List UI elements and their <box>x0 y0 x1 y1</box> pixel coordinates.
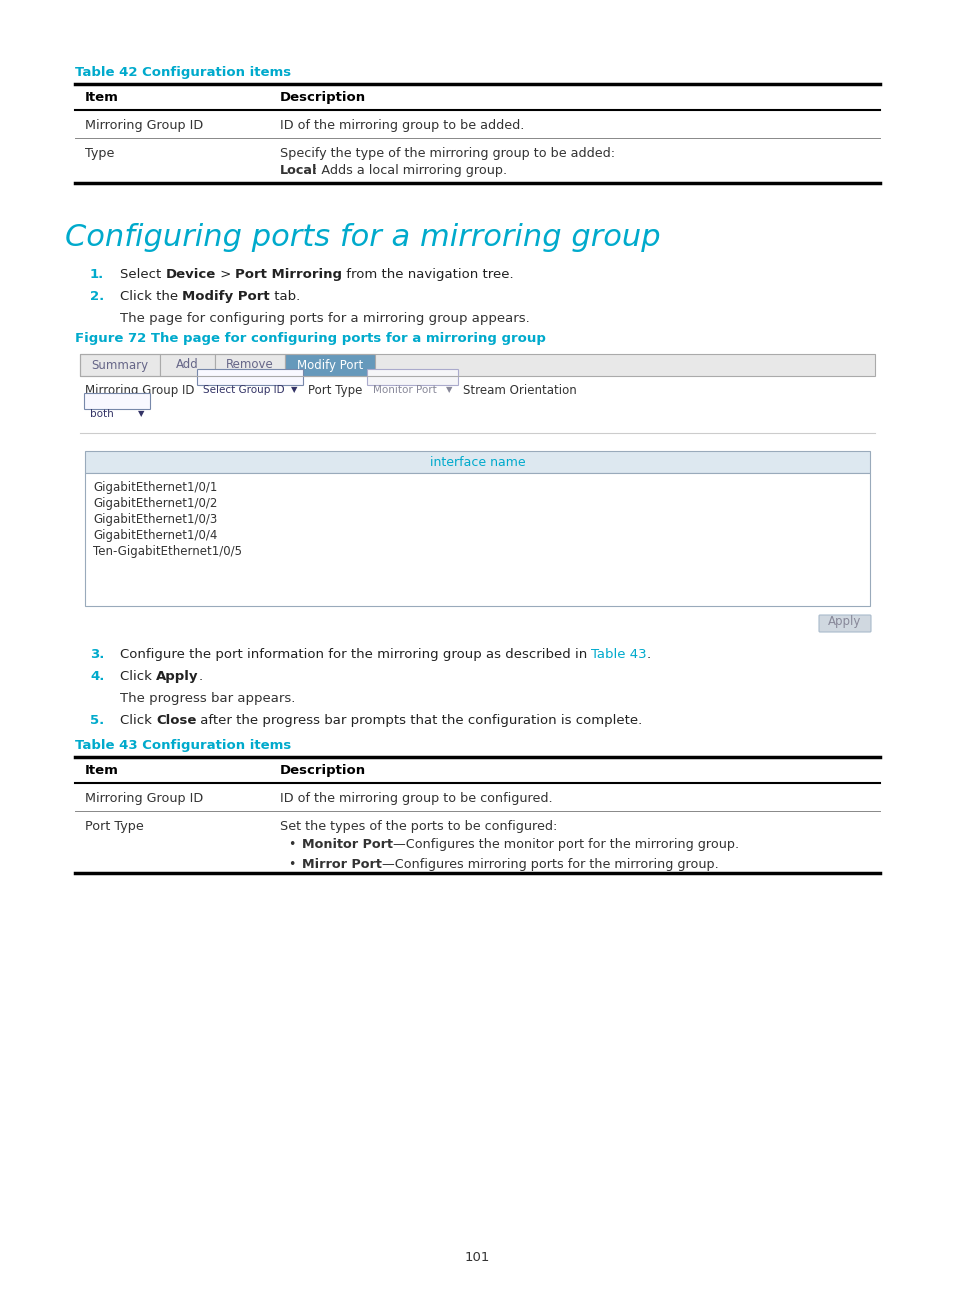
Text: Click: Click <box>120 714 156 727</box>
Text: Modify Port: Modify Port <box>296 359 363 372</box>
Text: GigabitEthernet1/0/4: GigabitEthernet1/0/4 <box>92 529 217 542</box>
Text: Mirroring Group ID: Mirroring Group ID <box>85 119 203 132</box>
Text: 4.: 4. <box>90 670 104 683</box>
Text: Mirroring Group ID: Mirroring Group ID <box>85 384 194 397</box>
Bar <box>160 354 214 376</box>
Bar <box>80 354 160 376</box>
Text: Apply: Apply <box>827 616 861 629</box>
Text: Stream Orientation: Stream Orientation <box>462 384 577 397</box>
Text: ▼: ▼ <box>291 385 297 394</box>
Text: Apply: Apply <box>156 670 198 683</box>
Text: Description: Description <box>280 765 366 778</box>
Text: Figure 72 The page for configuring ports for a mirroring group: Figure 72 The page for configuring ports… <box>75 332 545 345</box>
Bar <box>285 354 375 376</box>
Text: both: both <box>90 410 113 419</box>
Text: Item: Item <box>85 91 119 104</box>
Bar <box>375 354 874 376</box>
Bar <box>85 451 869 473</box>
Text: Mirroring Group ID: Mirroring Group ID <box>85 792 203 805</box>
Text: ID of the mirroring group to be added.: ID of the mirroring group to be added. <box>280 119 524 132</box>
Text: Remove: Remove <box>226 359 274 372</box>
Text: >: > <box>215 268 235 281</box>
Text: Configure the port information for the mirroring group as described in: Configure the port information for the m… <box>120 648 591 661</box>
Bar <box>85 473 869 607</box>
Text: •: • <box>288 839 295 851</box>
Text: Port Type: Port Type <box>308 384 362 397</box>
Text: Port Type: Port Type <box>85 820 144 833</box>
Text: ▼: ▼ <box>138 410 144 419</box>
Text: 1.: 1. <box>90 268 104 281</box>
Text: Local: Local <box>280 165 317 178</box>
Text: Table 42 Configuration items: Table 42 Configuration items <box>75 66 291 79</box>
Text: •: • <box>288 858 295 871</box>
Text: Table 43 Configuration items: Table 43 Configuration items <box>75 739 291 752</box>
FancyBboxPatch shape <box>197 369 303 385</box>
Text: .: . <box>646 648 651 661</box>
Text: interface name: interface name <box>429 455 525 468</box>
Text: —Configures the monitor port for the mirroring group.: —Configures the monitor port for the mir… <box>393 839 739 851</box>
Text: Mirror Port: Mirror Port <box>302 858 381 871</box>
Text: The progress bar appears.: The progress bar appears. <box>120 692 295 705</box>
Text: Item: Item <box>85 765 119 778</box>
Text: tab.: tab. <box>270 290 300 303</box>
FancyBboxPatch shape <box>85 394 151 410</box>
Text: 3.: 3. <box>90 648 104 661</box>
Text: ID of the mirroring group to be configured.: ID of the mirroring group to be configur… <box>280 792 552 805</box>
Text: Set the types of the ports to be configured:: Set the types of the ports to be configu… <box>280 820 557 833</box>
Bar <box>80 354 874 376</box>
Text: Monitor Port: Monitor Port <box>373 385 436 395</box>
FancyBboxPatch shape <box>818 616 870 632</box>
Text: Click the: Click the <box>120 290 182 303</box>
Text: Table 43: Table 43 <box>591 648 646 661</box>
Text: Close: Close <box>156 714 196 727</box>
Text: Description: Description <box>280 91 366 104</box>
Text: .: . <box>198 670 203 683</box>
Text: Summary: Summary <box>91 359 149 372</box>
Text: Type: Type <box>85 146 114 159</box>
Text: GigabitEthernet1/0/3: GigabitEthernet1/0/3 <box>92 513 217 526</box>
Text: Select: Select <box>120 268 165 281</box>
Text: Specify the type of the mirroring group to be added:: Specify the type of the mirroring group … <box>280 146 615 159</box>
Bar <box>214 354 285 376</box>
Text: Modify Port: Modify Port <box>182 290 270 303</box>
Text: Click: Click <box>120 670 156 683</box>
Text: Add: Add <box>176 359 198 372</box>
Text: from the navigation tree.: from the navigation tree. <box>342 268 514 281</box>
Text: —Configures mirroring ports for the mirroring group.: —Configures mirroring ports for the mirr… <box>381 858 718 871</box>
Text: Monitor Port: Monitor Port <box>302 839 393 851</box>
Text: after the progress bar prompts that the configuration is complete.: after the progress bar prompts that the … <box>196 714 642 727</box>
FancyBboxPatch shape <box>367 369 458 385</box>
Text: Configuring ports for a mirroring group: Configuring ports for a mirroring group <box>65 223 659 251</box>
Text: : Adds a local mirroring group.: : Adds a local mirroring group. <box>313 165 507 178</box>
Text: Port Mirroring: Port Mirroring <box>235 268 342 281</box>
Text: GigabitEthernet1/0/2: GigabitEthernet1/0/2 <box>92 496 217 511</box>
Text: Select Group ID: Select Group ID <box>203 385 284 395</box>
Text: 101: 101 <box>464 1251 489 1264</box>
Text: 5.: 5. <box>90 714 104 727</box>
Text: GigabitEthernet1/0/1: GigabitEthernet1/0/1 <box>92 481 217 494</box>
Text: Ten-GigabitEthernet1/0/5: Ten-GigabitEthernet1/0/5 <box>92 546 242 559</box>
Text: The page for configuring ports for a mirroring group appears.: The page for configuring ports for a mir… <box>120 312 529 325</box>
Text: ▼: ▼ <box>446 385 452 394</box>
Text: 2.: 2. <box>90 290 104 303</box>
Text: Device: Device <box>165 268 215 281</box>
